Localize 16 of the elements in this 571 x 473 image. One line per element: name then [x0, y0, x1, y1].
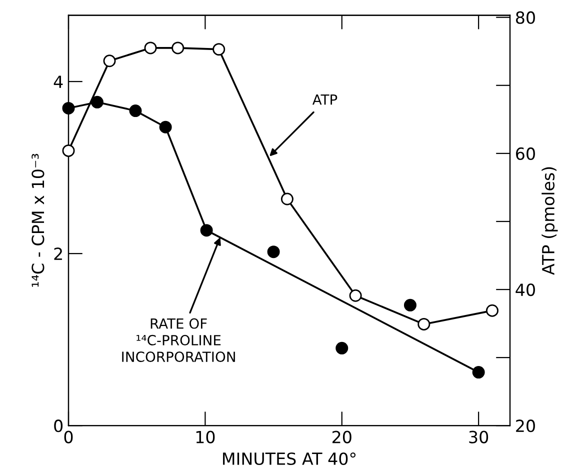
- annotation: RATE OF ¹⁴C-PROLINE INCORPORATION: [122, 318, 235, 362]
- y-tick-label: 2: [54, 248, 62, 260]
- y2-tick-label: 20: [516, 420, 535, 432]
- x-axis-title: MINUTES AT 40°: [223, 452, 356, 466]
- y2-tick-label: 80: [516, 11, 535, 24]
- y-tick-label: 0: [54, 420, 63, 432]
- annotation: ATP: [312, 94, 338, 105]
- x-tick-label: 0: [64, 430, 73, 444]
- x-tick-label: 10: [196, 430, 215, 444]
- y2-tick-label: 40: [516, 283, 535, 296]
- x-tick-label: 20: [332, 430, 352, 444]
- y-tick-label: 4: [54, 76, 63, 88]
- y-axis-title: ¹⁴C - CPM x 10⁻³: [32, 154, 44, 287]
- y2-tick-label: 60: [516, 147, 535, 160]
- x-tick-label: 30: [469, 430, 488, 444]
- y2-axis-title: ATP (pmoles): [542, 167, 558, 275]
